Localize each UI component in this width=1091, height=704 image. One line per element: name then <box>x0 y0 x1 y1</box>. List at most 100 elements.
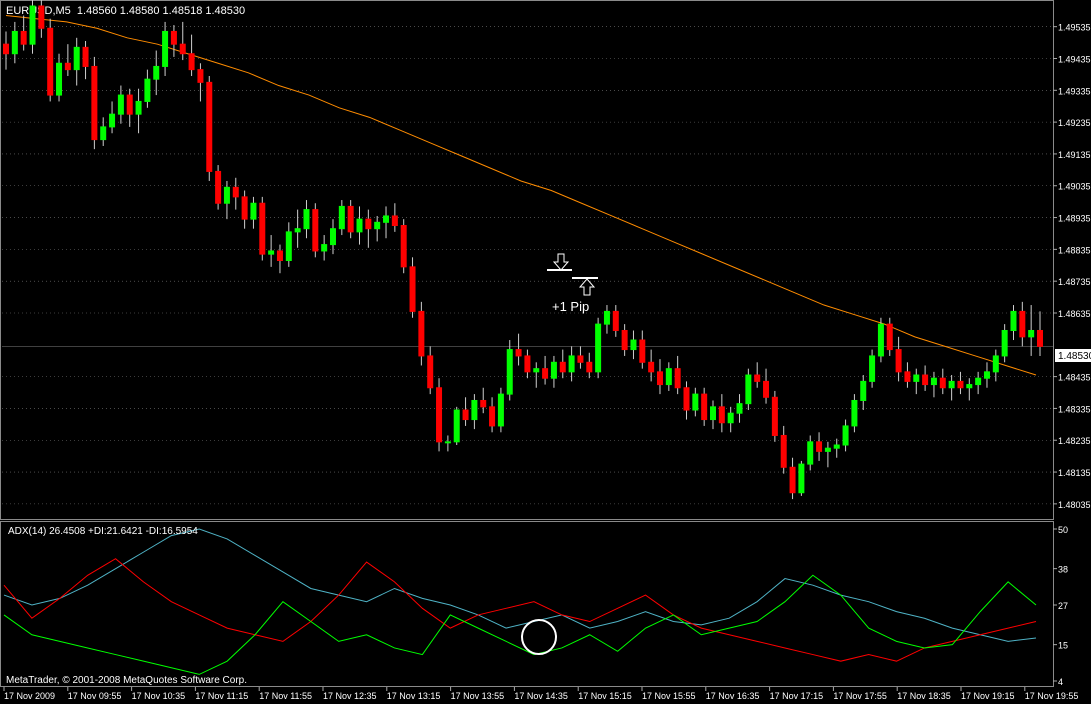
price-tick-label: 1.49435 <box>1058 54 1091 64</box>
time-tick-label: 17 Nov 2009 <box>4 691 55 701</box>
time-tick-label: 17 Nov 10:35 <box>132 691 186 701</box>
candle-body <box>524 355 531 373</box>
minus-di-line <box>3 558 1037 662</box>
candle-body <box>930 377 937 386</box>
candle-body <box>1037 329 1043 347</box>
candle-body <box>303 209 310 230</box>
candle-body <box>47 27 54 96</box>
candle-body <box>710 406 717 421</box>
price-tick-label: 1.49335 <box>1058 86 1091 96</box>
time-tick-label: 17 Nov 13:55 <box>451 691 505 701</box>
adx-level-label: 15 <box>1058 641 1068 651</box>
time-tick-label: 17 Nov 09:55 <box>68 691 122 701</box>
candle-body <box>550 361 557 379</box>
candle-body <box>630 339 637 351</box>
candle-body <box>648 361 655 373</box>
candle-body <box>471 399 478 421</box>
adx-level-label: 38 <box>1058 565 1068 575</box>
candle-body <box>745 374 752 405</box>
candle-body <box>816 441 823 452</box>
candle-body <box>701 393 708 421</box>
candle-body <box>197 69 204 83</box>
candle-body <box>842 425 849 446</box>
candle-body <box>356 218 363 233</box>
candle-body <box>577 355 584 363</box>
candle-body <box>135 100 142 115</box>
candle-body <box>3 43 9 55</box>
candle-body <box>383 215 390 223</box>
candle-body <box>542 368 549 379</box>
price-tick-label: 1.48035 <box>1058 500 1091 510</box>
down-arrow-icon <box>552 253 570 271</box>
time-tick-label: 17 Nov 19:55 <box>1025 691 1079 701</box>
current-price-label: 1.48530 <box>1058 351 1091 362</box>
highlight-circle <box>521 619 557 655</box>
adx-level-label: 27 <box>1058 601 1068 611</box>
candle-body <box>294 228 301 233</box>
candle-body <box>736 403 743 414</box>
candle-body <box>895 349 902 373</box>
candle-body <box>480 399 487 408</box>
candle-body <box>665 368 672 386</box>
candle-body <box>586 361 593 373</box>
candle-body <box>232 186 239 198</box>
candle-body <box>338 205 345 230</box>
candle-body <box>939 377 946 389</box>
price-tick-label: 1.49535 <box>1058 23 1091 33</box>
chart-title: EURUSD,M5 1.48560 1.48580 1.48518 1.4853… <box>6 5 245 17</box>
candle-body <box>223 186 230 204</box>
candle-body <box>268 250 275 255</box>
candle-body <box>206 81 213 172</box>
time-tick-label: 17 Nov 15:15 <box>578 691 632 701</box>
price-tick-label: 1.49135 <box>1058 150 1091 160</box>
candle-body <box>656 371 663 386</box>
candle-body <box>771 396 778 436</box>
candle-body <box>365 218 372 230</box>
candle-body <box>170 30 177 45</box>
candle-body <box>798 463 805 494</box>
candle-body <box>639 339 646 363</box>
moving-average-line <box>5 15 1037 376</box>
price-panel-border <box>0 0 1054 520</box>
time-tick-label: 17 Nov 15:55 <box>642 691 696 701</box>
candle-body <box>595 323 602 373</box>
price-tick-label: 1.48135 <box>1058 468 1091 478</box>
candle-body <box>763 380 770 398</box>
price-tick-label: 1.48635 <box>1058 309 1091 319</box>
candle-body <box>754 374 761 382</box>
candle-body <box>533 368 540 373</box>
candle-body <box>144 78 151 102</box>
candle-body <box>259 202 266 255</box>
candle-body <box>82 46 89 67</box>
candle-body <box>321 244 328 252</box>
candle-body <box>612 310 619 331</box>
price-tick-label: 1.48835 <box>1058 245 1091 255</box>
candle-body <box>886 323 893 351</box>
candle-body <box>727 412 734 424</box>
candle-body <box>109 113 116 128</box>
copyright-label: MetaTrader, © 2001-2008 MetaQuotes Softw… <box>6 675 248 686</box>
adx-level-label: 4 <box>1058 677 1063 687</box>
candle-body <box>56 62 63 96</box>
time-tick-label: 17 Nov 19:15 <box>961 691 1015 701</box>
candle-body <box>674 368 681 389</box>
candle-body <box>162 30 169 67</box>
candle-body <box>683 387 690 411</box>
time-tick-label: 17 Nov 17:55 <box>833 691 887 701</box>
price-tick-label: 1.48335 <box>1058 404 1091 414</box>
candle-body <box>29 5 36 45</box>
candle-body <box>948 380 955 389</box>
candle-body <box>851 399 858 427</box>
candle-body <box>515 349 522 357</box>
adx-level-label: 50 <box>1058 525 1068 535</box>
candle-body <box>807 441 814 465</box>
price-tick-label: 1.48735 <box>1058 277 1091 287</box>
time-tick-label: 17 Nov 18:35 <box>897 691 951 701</box>
candle-body <box>329 228 336 246</box>
candle-body <box>285 231 292 261</box>
price-tick-label: 1.48935 <box>1058 214 1091 224</box>
candle-body <box>789 466 796 494</box>
price-tick-label: 1.48235 <box>1058 436 1091 446</box>
candle-body <box>780 434 787 468</box>
